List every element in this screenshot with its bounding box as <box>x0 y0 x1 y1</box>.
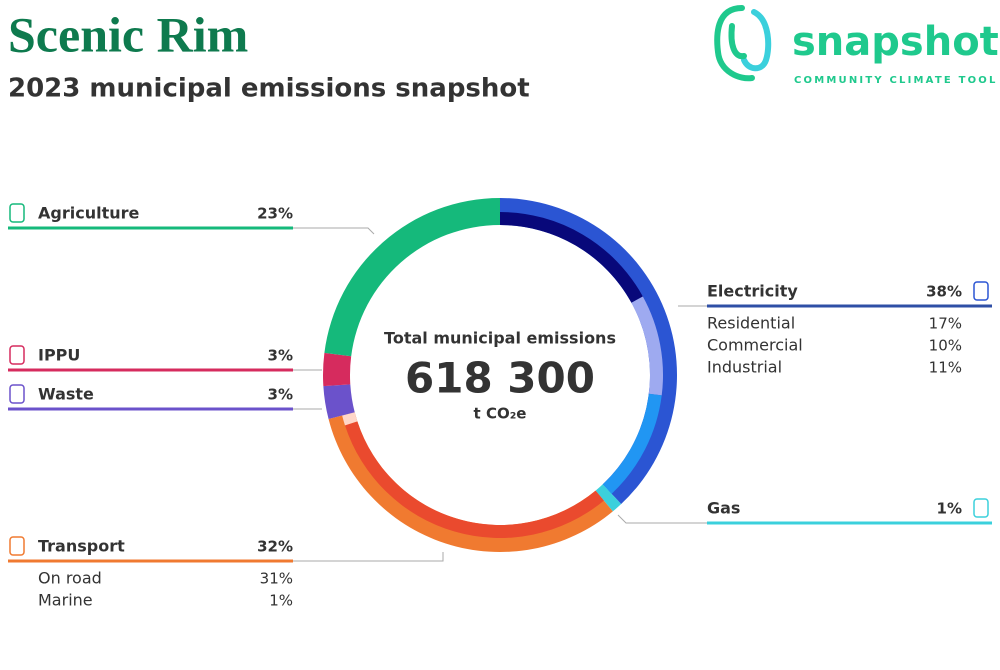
subsector-name: Marine <box>38 591 93 610</box>
logo-icon <box>714 5 772 82</box>
subsector-arc <box>631 296 663 396</box>
subsector-value: 11% <box>929 359 962 377</box>
subtitle: 2023 municipal emissions snapshot <box>8 74 530 104</box>
sector-value: 1% <box>937 500 962 518</box>
subsector-value: 31% <box>260 570 293 588</box>
sector-value: 38% <box>926 283 962 301</box>
subsector-name: Commercial <box>707 336 803 355</box>
sector-icon <box>973 498 989 518</box>
sector-arc <box>323 384 355 420</box>
sector-value: 3% <box>268 386 293 404</box>
sector-value: 3% <box>268 347 293 365</box>
subsector-name: On road <box>38 569 102 588</box>
sector-name: IPPU <box>38 346 80 365</box>
subsector-value: 17% <box>929 315 962 333</box>
sector-icon <box>9 203 25 223</box>
sector-icon <box>9 536 25 556</box>
subsector-arc <box>344 421 604 538</box>
sector-value: 32% <box>257 538 293 556</box>
sector-name: Waste <box>38 385 94 404</box>
leader-line <box>293 552 444 562</box>
unit: t CO₂e <box>474 405 527 423</box>
sector-icon <box>973 281 989 301</box>
leader-line <box>617 514 707 524</box>
title: Scenic Rim <box>8 6 248 62</box>
sector-arc <box>322 352 352 387</box>
sector-name: Electricity <box>707 282 798 301</box>
sector-icon <box>9 384 25 404</box>
subsector-value: 1% <box>269 592 293 610</box>
sector-name: Gas <box>707 499 740 518</box>
subsector-value: 10% <box>929 337 962 355</box>
center-label: Total municipal emissions <box>384 329 616 348</box>
sector-arc <box>328 412 613 552</box>
sector-name: Agriculture <box>38 204 140 223</box>
leader-line <box>293 227 375 235</box>
sector-arc <box>324 198 500 357</box>
subsector-name: Residential <box>707 314 795 333</box>
sector-icon <box>9 345 25 365</box>
subsector-arc <box>500 212 643 303</box>
subsector-arc <box>342 412 358 426</box>
brand-tagline: COMMUNITY CLIMATE TOOL <box>794 75 998 86</box>
subsector-name: Industrial <box>707 358 782 377</box>
sector-name: Transport <box>38 537 125 556</box>
total: 618 300 <box>405 354 595 403</box>
sector-value: 23% <box>257 205 293 223</box>
brand: snapshot <box>792 19 999 65</box>
sector-arc <box>595 484 622 512</box>
subsector-arc <box>602 393 662 494</box>
sector-arc <box>500 198 678 505</box>
